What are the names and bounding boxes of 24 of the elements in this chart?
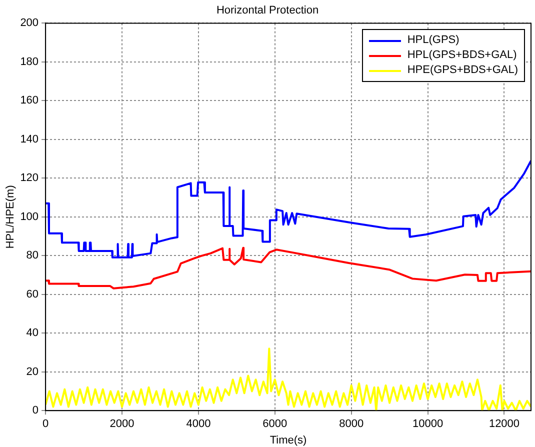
y-tick-label: 80 — [26, 250, 39, 262]
y-axis-title: HPL/HPE(m) — [4, 185, 17, 249]
x-tick-label: 10000 — [412, 418, 444, 430]
x-tick-label: 12000 — [488, 418, 520, 430]
y-tick-label: 40 — [26, 327, 39, 340]
y-tick-label: 100 — [20, 210, 39, 223]
x-axis-title: Time(s) — [270, 434, 307, 446]
x-tick-label: 2000 — [110, 418, 134, 430]
x-tick-label: 6000 — [262, 418, 288, 430]
y-tick-label: 200 — [20, 17, 39, 30]
legend-label: HPL(GPS) — [407, 33, 460, 48]
y-tick-label: 20 — [26, 366, 39, 378]
legend-label: HPL(GPS+BDS+GAL) — [407, 48, 517, 64]
y-tick-label: 140 — [20, 133, 39, 146]
x-tick-label: 4000 — [186, 418, 211, 430]
legend-label: HPE(GPS+BDS+GAL) — [407, 63, 518, 78]
x-tick-label: 0 — [42, 418, 49, 430]
y-tick-label: 160 — [20, 94, 39, 107]
y-tick-label: 120 — [20, 172, 39, 184]
y-tick-label: 60 — [26, 288, 39, 300]
x-tick-label: 8000 — [339, 418, 364, 430]
y-tick-label: 0 — [32, 404, 39, 417]
chart-title: Horizontal Protection — [216, 4, 319, 17]
y-tick-label: 180 — [20, 56, 39, 68]
